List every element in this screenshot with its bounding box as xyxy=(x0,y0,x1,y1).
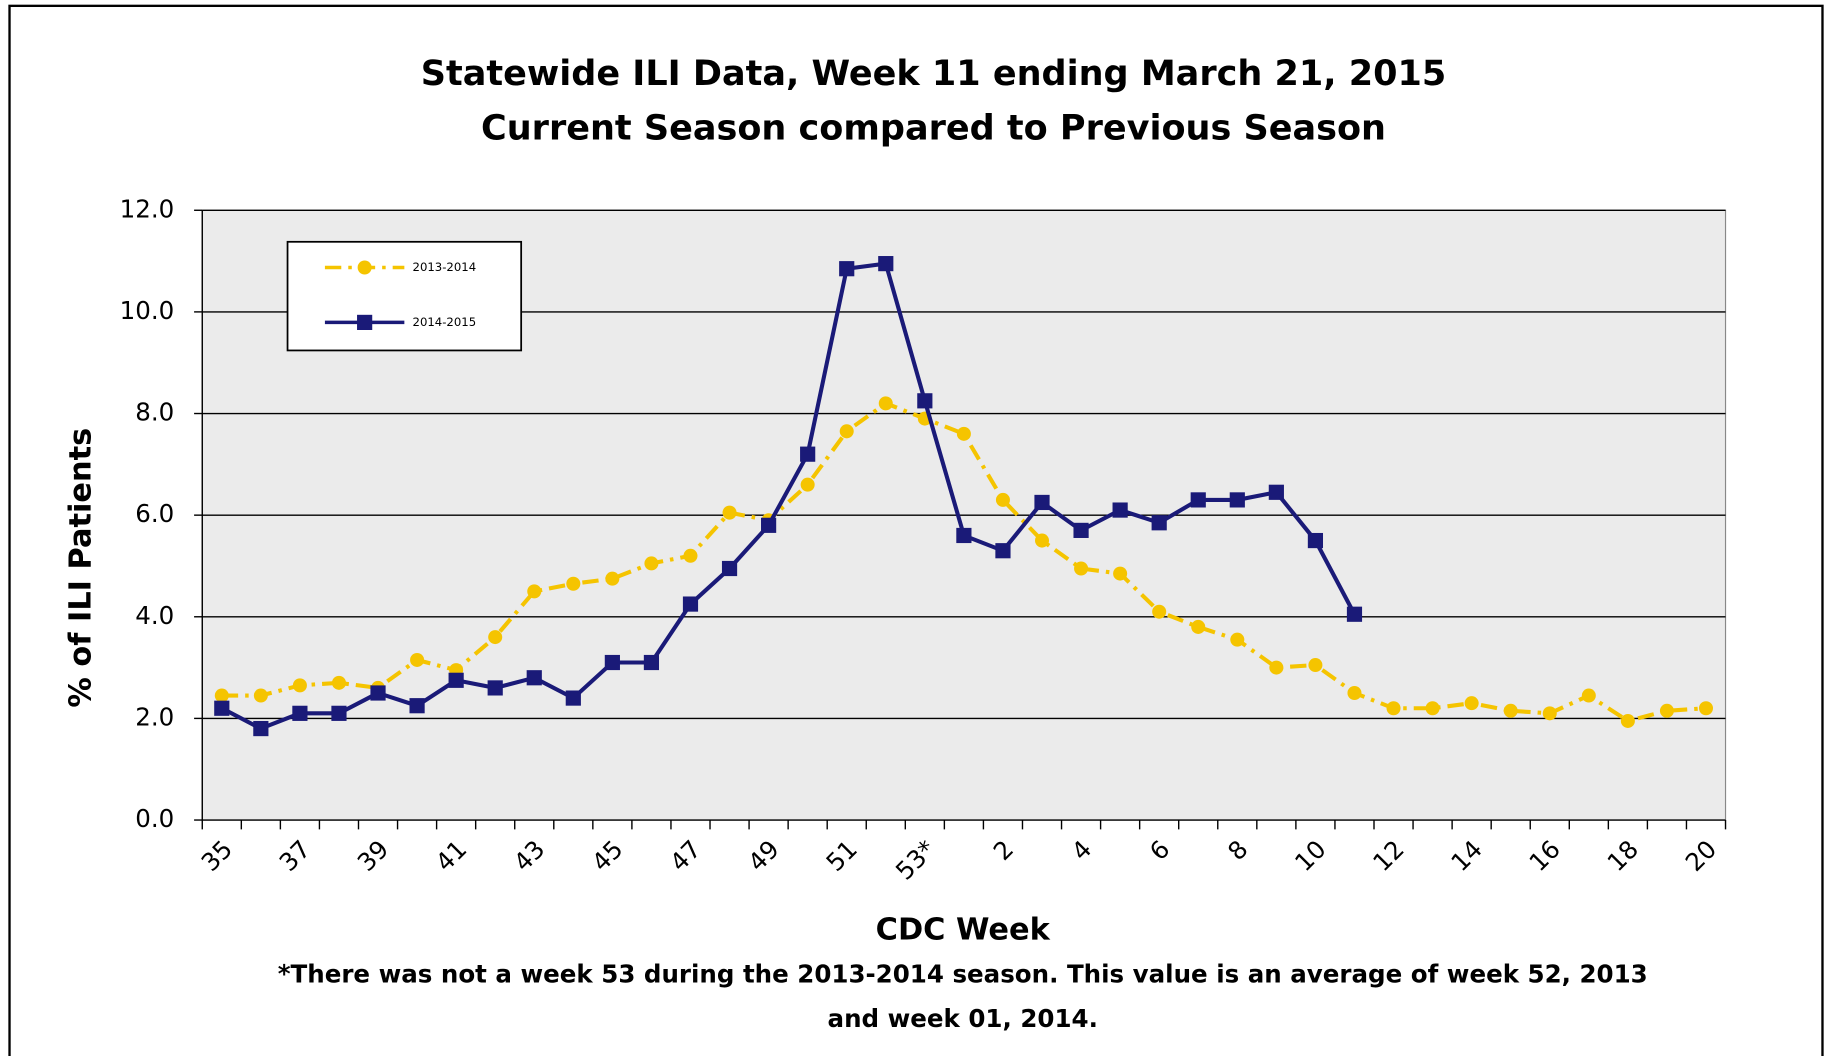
data-point xyxy=(682,596,699,612)
data-point xyxy=(956,426,971,441)
y-tick-label: 0.0 xyxy=(135,804,174,833)
data-point xyxy=(839,261,855,277)
legend-box xyxy=(286,240,523,352)
data-point xyxy=(409,698,425,714)
data-point xyxy=(1346,606,1363,622)
data-point xyxy=(1347,685,1362,701)
footnote: *There was not a week 53 during the 2013… xyxy=(278,959,1648,988)
data-point xyxy=(253,720,269,737)
data-point xyxy=(1268,484,1284,500)
data-point xyxy=(995,492,1010,507)
data-point xyxy=(292,705,308,721)
chart-title: Statewide ILI Data, Week 11 ending March… xyxy=(421,53,1447,94)
data-point xyxy=(761,517,777,533)
data-point xyxy=(1190,492,1206,508)
data-point xyxy=(643,654,660,671)
data-point xyxy=(956,527,972,544)
data-point xyxy=(800,477,815,492)
data-point xyxy=(878,396,893,411)
data-point xyxy=(1152,604,1167,619)
data-point xyxy=(214,688,229,703)
data-point xyxy=(292,678,307,693)
data-point xyxy=(839,424,854,439)
data-point xyxy=(1503,703,1518,718)
data-point xyxy=(683,548,698,563)
data-point xyxy=(331,675,346,690)
data-point xyxy=(1230,632,1245,647)
data-point xyxy=(488,630,503,645)
data-point xyxy=(214,700,230,716)
y-tick-label: 2.0 xyxy=(135,702,174,731)
data-point xyxy=(1659,703,1674,718)
y-tick-label: 4.0 xyxy=(135,601,174,630)
data-point xyxy=(721,560,738,577)
data-point xyxy=(526,670,542,686)
series-line xyxy=(221,401,1707,724)
x-axis-title: CDC Week xyxy=(876,913,1051,948)
data-point xyxy=(995,543,1011,559)
y-tick-label: 12.0 xyxy=(120,194,175,223)
data-point xyxy=(722,505,737,520)
data-point xyxy=(1269,660,1284,675)
data-point xyxy=(1035,533,1050,548)
data-point xyxy=(1073,522,1089,538)
data-point xyxy=(410,652,425,667)
data-point xyxy=(1620,713,1635,728)
legend-label: 2013-2014 xyxy=(413,260,477,274)
data-point xyxy=(644,556,659,571)
legend-marker xyxy=(357,314,373,330)
data-point xyxy=(1308,658,1323,673)
data-point xyxy=(566,576,581,591)
data-point xyxy=(1464,696,1479,711)
data-point xyxy=(1698,701,1714,716)
data-point xyxy=(1074,561,1089,576)
data-point xyxy=(800,446,816,462)
data-point xyxy=(605,571,620,586)
legend-label: 2014-2015 xyxy=(413,315,477,329)
y-tick-label: 6.0 xyxy=(135,499,174,528)
data-point xyxy=(370,685,386,701)
data-point xyxy=(1307,532,1324,549)
chart-subtitle: Current Season compared to Previous Seas… xyxy=(481,108,1386,149)
y-tick-label: 10.0 xyxy=(120,296,175,325)
data-point xyxy=(1191,619,1206,634)
data-point xyxy=(1425,701,1440,716)
data-point xyxy=(878,256,894,272)
data-point xyxy=(1151,515,1167,531)
data-point xyxy=(1581,688,1596,703)
data-point xyxy=(527,584,542,599)
data-point xyxy=(1112,502,1128,518)
data-point xyxy=(604,654,620,671)
data-point xyxy=(917,393,933,409)
data-point xyxy=(487,680,503,696)
data-point xyxy=(1386,701,1401,716)
data-point xyxy=(1034,494,1050,511)
data-point xyxy=(253,688,268,703)
footnote: and week 01, 2014. xyxy=(828,1004,1098,1033)
y-axis-title: % of ILI Patients xyxy=(63,428,98,708)
data-point xyxy=(1229,492,1245,508)
legend-marker xyxy=(357,260,372,275)
data-point xyxy=(331,705,347,721)
data-point xyxy=(1542,706,1557,721)
data-point xyxy=(565,690,581,706)
data-point xyxy=(1113,566,1128,581)
y-tick-label: 8.0 xyxy=(135,398,174,427)
data-point xyxy=(448,672,464,688)
